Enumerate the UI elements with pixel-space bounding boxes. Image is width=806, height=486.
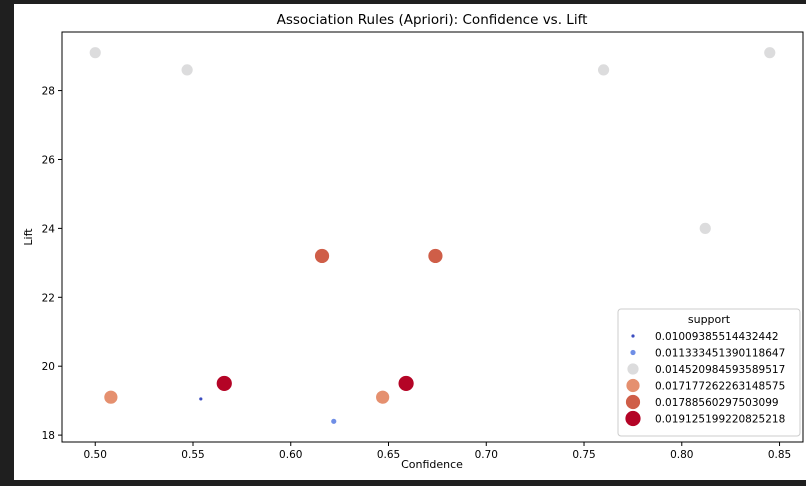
legend-marker bbox=[630, 333, 636, 339]
legend-entries: 0.01009385514432442 0.011333451390118647 0… bbox=[624, 331, 785, 427]
legend-title: support bbox=[688, 313, 731, 326]
data-point bbox=[375, 389, 391, 405]
chart-figure: Association Rules (Apriori): Confidence … bbox=[14, 4, 806, 480]
data-point bbox=[215, 375, 233, 392]
y-tick-label: 22 bbox=[42, 292, 55, 304]
legend-marker bbox=[629, 349, 637, 356]
y-tick-label: 28 bbox=[42, 86, 55, 98]
y-tick-label: 20 bbox=[42, 361, 55, 373]
scatter-chart: Association Rules (Apriori): Confidence … bbox=[22, 12, 804, 471]
legend-label: 0.017177262263148575 bbox=[655, 381, 785, 393]
chart-title: Association Rules (Apriori): Confidence … bbox=[277, 12, 588, 28]
legend-marker bbox=[626, 362, 640, 376]
x-axis: 0.50 0.55 0.60 0.65 0.70 0.75 0.80 0.85 bbox=[84, 442, 791, 461]
legend-label: 0.01009385514432442 bbox=[655, 331, 779, 343]
y-axis: 18 20 22 24 26 28 bbox=[42, 86, 62, 442]
x-tick-label: 0.55 bbox=[181, 449, 204, 461]
y-tick-label: 18 bbox=[42, 430, 55, 442]
data-point bbox=[88, 46, 102, 60]
y-tick-label: 24 bbox=[42, 223, 56, 235]
x-tick-label: 0.80 bbox=[670, 449, 693, 461]
x-tick-label: 0.75 bbox=[572, 449, 595, 461]
legend-box bbox=[617, 308, 801, 437]
legend-label: 0.019125199220825218 bbox=[655, 414, 785, 426]
legend-marker bbox=[625, 378, 641, 393]
data-point bbox=[314, 248, 330, 264]
y-tick-label: 26 bbox=[42, 154, 56, 166]
data-point bbox=[103, 389, 119, 405]
x-tick-label: 0.50 bbox=[84, 449, 107, 461]
legend-label: 0.01788560297503099 bbox=[655, 397, 779, 409]
x-tick-label: 0.70 bbox=[475, 449, 498, 461]
data-point bbox=[330, 417, 338, 425]
y-axis-label: Lift bbox=[22, 228, 35, 246]
data-point bbox=[698, 221, 712, 235]
legend-marker bbox=[624, 410, 642, 427]
data-points bbox=[88, 46, 777, 425]
legend-label: 0.014520984593589517 bbox=[655, 364, 785, 376]
legend: support 0.01009385514432442 0.01133345139… bbox=[617, 308, 801, 437]
legend-marker bbox=[625, 394, 641, 410]
plot-area bbox=[61, 31, 804, 443]
x-tick-label: 0.60 bbox=[279, 449, 302, 461]
data-point bbox=[597, 63, 610, 77]
data-point bbox=[198, 396, 204, 402]
data-point bbox=[397, 375, 415, 392]
data-point bbox=[180, 63, 194, 77]
x-tick-label: 0.85 bbox=[768, 449, 791, 461]
x-tick-label: 0.65 bbox=[377, 449, 400, 461]
x-axis-label: Confidence bbox=[401, 458, 463, 471]
legend-label: 0.011333451390118647 bbox=[655, 348, 785, 360]
data-point bbox=[427, 248, 444, 264]
data-point bbox=[763, 46, 777, 60]
